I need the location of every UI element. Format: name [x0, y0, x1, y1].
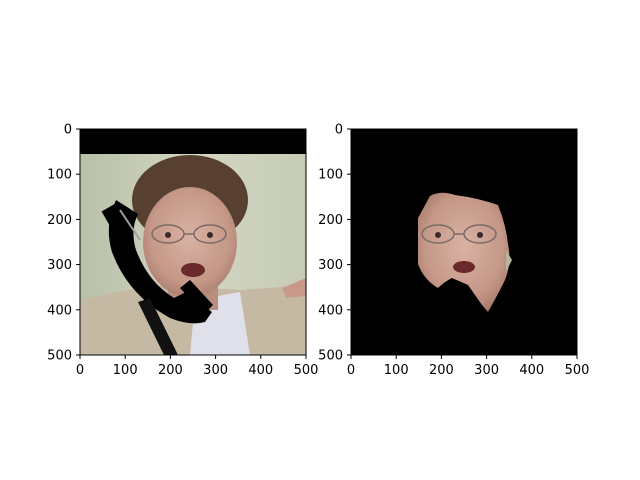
left-ytick-label: 0	[64, 123, 72, 138]
right-ytick-label: 200	[318, 213, 343, 228]
left-ytick-label: 100	[47, 168, 72, 183]
right-xtick-label: 0	[347, 363, 355, 378]
right-xtick-label: 100	[384, 363, 409, 378]
right-ytick-label: 500	[318, 349, 343, 364]
right-ytick-label: 0	[335, 123, 343, 138]
left-xtick-label: 400	[248, 363, 273, 378]
left-xtick-label: 100	[113, 363, 138, 378]
left-xtick-label: 500	[294, 363, 319, 378]
left-ytick-label: 400	[47, 303, 72, 318]
right-xtick-label: 400	[519, 363, 544, 378]
right-ytick-label: 300	[318, 258, 343, 273]
left-image	[80, 129, 306, 355]
right-xtick-label: 500	[565, 363, 590, 378]
right-axes-frame	[350, 128, 578, 356]
left-axes-frame	[79, 128, 307, 356]
left-ytick-label: 300	[47, 258, 72, 273]
right-xtick-label: 300	[474, 363, 499, 378]
left-xtick-label: 0	[76, 363, 84, 378]
left-xtick-label: 300	[203, 363, 228, 378]
left-ytick-label: 200	[47, 213, 72, 228]
right-ytick-label: 400	[318, 303, 343, 318]
right-ytick-label: 100	[318, 168, 343, 183]
left-ytick-label: 500	[47, 349, 72, 364]
right-xtick-label: 200	[429, 363, 454, 378]
right-image	[351, 129, 577, 355]
left-xtick-label: 200	[158, 363, 183, 378]
